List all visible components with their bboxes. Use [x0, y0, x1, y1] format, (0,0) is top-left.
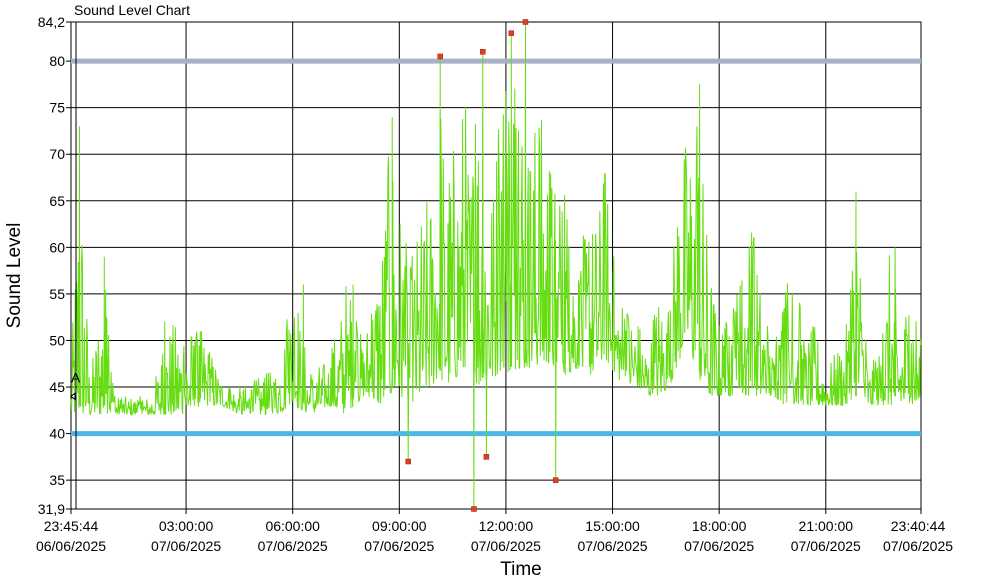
cursor-label: A	[71, 369, 81, 385]
x-tick-date: 07/06/2025	[151, 538, 221, 554]
x-tick-time: 23:45:44	[44, 518, 99, 534]
x-tick-date: 07/06/2025	[471, 538, 541, 554]
x-tick-time: 18:00:00	[692, 518, 747, 534]
extreme-marker	[405, 458, 411, 465]
x-axis-title: Time	[500, 559, 542, 580]
extreme-marker	[483, 454, 490, 460]
x-tick-date: 07/06/2025	[883, 538, 953, 554]
x-tick-time: 09:00:00	[372, 518, 427, 534]
x-tick-time: 12:00:00	[479, 518, 534, 534]
extreme-marker	[480, 49, 486, 55]
y-tick-label: 60	[49, 239, 65, 255]
y-tick-label: 80	[49, 53, 65, 69]
x-tick-time: 06:00:00	[265, 518, 320, 534]
x-tick-date: 07/06/2025	[578, 538, 648, 554]
y-tick-label: 50	[49, 332, 65, 348]
y-tick-label: 70	[49, 146, 65, 162]
x-tick-date: 07/06/2025	[791, 538, 861, 554]
x-tick-date: 07/06/2025	[364, 538, 434, 554]
y-tick-label: 35	[49, 472, 65, 488]
extreme-marker	[522, 19, 529, 25]
cursor-arrow	[70, 392, 76, 401]
y-tick-label: 31,9	[38, 501, 65, 517]
y-tick-label: 55	[49, 286, 65, 302]
x-tick-date: 07/06/2025	[258, 538, 328, 554]
x-tick-time: 23:40:44	[891, 518, 946, 534]
x-tick-date: 06/06/2025	[36, 538, 106, 554]
x-tick-time: 15:00:00	[585, 518, 640, 534]
extreme-marker	[471, 506, 477, 512]
x-tick-time: 03:00:00	[159, 518, 214, 534]
y-tick-label: 45	[49, 379, 65, 395]
y-tick-label: 65	[49, 193, 65, 209]
y-tick-label: 84,2	[38, 14, 65, 30]
y-tick-label: 40	[49, 426, 65, 442]
y-axis-title: Sound Level	[4, 223, 25, 329]
y-tick-label: 75	[49, 100, 65, 116]
x-tick-date: 07/06/2025	[684, 538, 754, 554]
x-tick-time: 21:00:00	[799, 518, 854, 534]
extreme-marker	[437, 53, 443, 60]
sound-level-series	[70, 21, 922, 510]
chart-title: Sound Level Chart	[74, 2, 190, 18]
extreme-marker	[508, 30, 515, 36]
extreme-marker	[552, 477, 559, 483]
